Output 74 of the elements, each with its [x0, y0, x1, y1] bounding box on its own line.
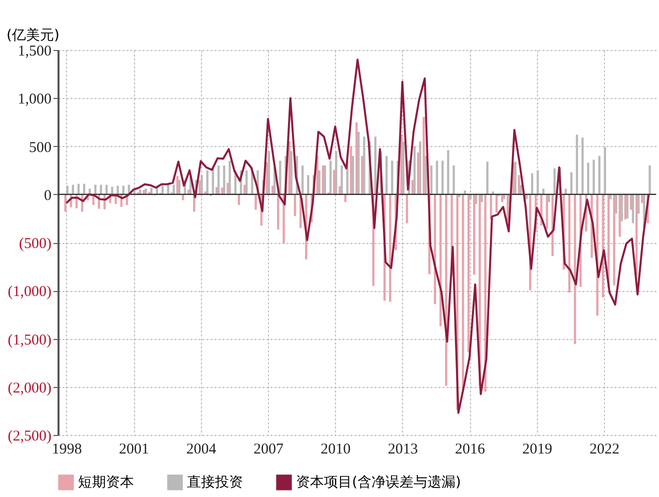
bar [480, 194, 483, 202]
y-tick-label: 500 [29, 140, 52, 156]
y-tick-label: (2,000) [8, 380, 52, 396]
bar [355, 122, 358, 194]
bar [467, 194, 470, 352]
y-tick-label: (2,500) [8, 428, 52, 444]
bar [111, 186, 114, 194]
bar [385, 156, 388, 194]
bar [436, 160, 438, 194]
bar [424, 156, 427, 194]
bar [648, 166, 651, 194]
bar [340, 166, 343, 194]
y-tick-label: (1,000) [8, 284, 52, 300]
bar [361, 156, 364, 194]
x-tick-label: 2001 [119, 442, 150, 458]
bar [598, 156, 600, 194]
bar [445, 194, 448, 386]
x-tick-label: 2016 [455, 442, 486, 458]
bar [279, 160, 282, 194]
bar [352, 156, 354, 194]
bar [116, 186, 119, 194]
bar [613, 194, 616, 286]
bar [290, 151, 292, 194]
x-tick-label: 2010 [320, 442, 351, 458]
y-tick-label: (500) [19, 236, 52, 252]
bar [391, 160, 394, 194]
bar [406, 194, 408, 224]
bar [350, 146, 352, 194]
bar [486, 162, 488, 194]
bar [632, 194, 634, 224]
bar [518, 175, 520, 194]
line-series [65, 58, 650, 414]
x-tick-label: 1998 [52, 442, 82, 458]
bar [254, 194, 257, 210]
bar [475, 194, 478, 204]
bar [329, 160, 332, 194]
bar [587, 162, 590, 194]
legend-label: 资本项目(含净误差与遗漏) [296, 474, 461, 490]
x-tick-label: 2004 [186, 442, 217, 458]
bar [620, 194, 623, 222]
bar [217, 166, 220, 194]
bar [307, 175, 310, 194]
bar [422, 116, 425, 194]
bar [531, 173, 534, 194]
y-tick-label: 1,000 [18, 92, 52, 108]
y-axis-title: (亿美元) [6, 28, 60, 44]
bar [301, 166, 304, 194]
bar [452, 166, 455, 194]
bar [615, 194, 618, 214]
y-tick-label: 0 [44, 188, 52, 204]
bar [172, 184, 175, 194]
bar [618, 194, 621, 237]
y-tick-label: (1,500) [8, 332, 52, 348]
y-tick-label: 1,500 [18, 44, 52, 60]
bar [277, 194, 280, 230]
bar [417, 152, 420, 194]
bar [441, 160, 444, 194]
bar [570, 172, 572, 194]
bar [473, 194, 476, 275]
x-tick-label: 2022 [589, 442, 620, 458]
bar [228, 160, 231, 194]
bar [223, 166, 226, 194]
x-tick-label: 2007 [253, 442, 284, 458]
bar [447, 150, 450, 194]
bar [592, 160, 595, 194]
x-tick-label: 2013 [388, 442, 418, 458]
bar [389, 194, 392, 302]
legend-label: 直接投资 [187, 474, 243, 490]
bar [430, 166, 432, 194]
legend-label: 短期资本 [78, 474, 134, 490]
bar [564, 188, 567, 194]
bar [501, 194, 504, 202]
x-tick-label: 2019 [522, 442, 552, 458]
bar [83, 184, 86, 194]
